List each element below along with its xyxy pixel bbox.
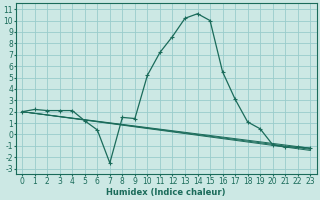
X-axis label: Humidex (Indice chaleur): Humidex (Indice chaleur) xyxy=(107,188,226,197)
